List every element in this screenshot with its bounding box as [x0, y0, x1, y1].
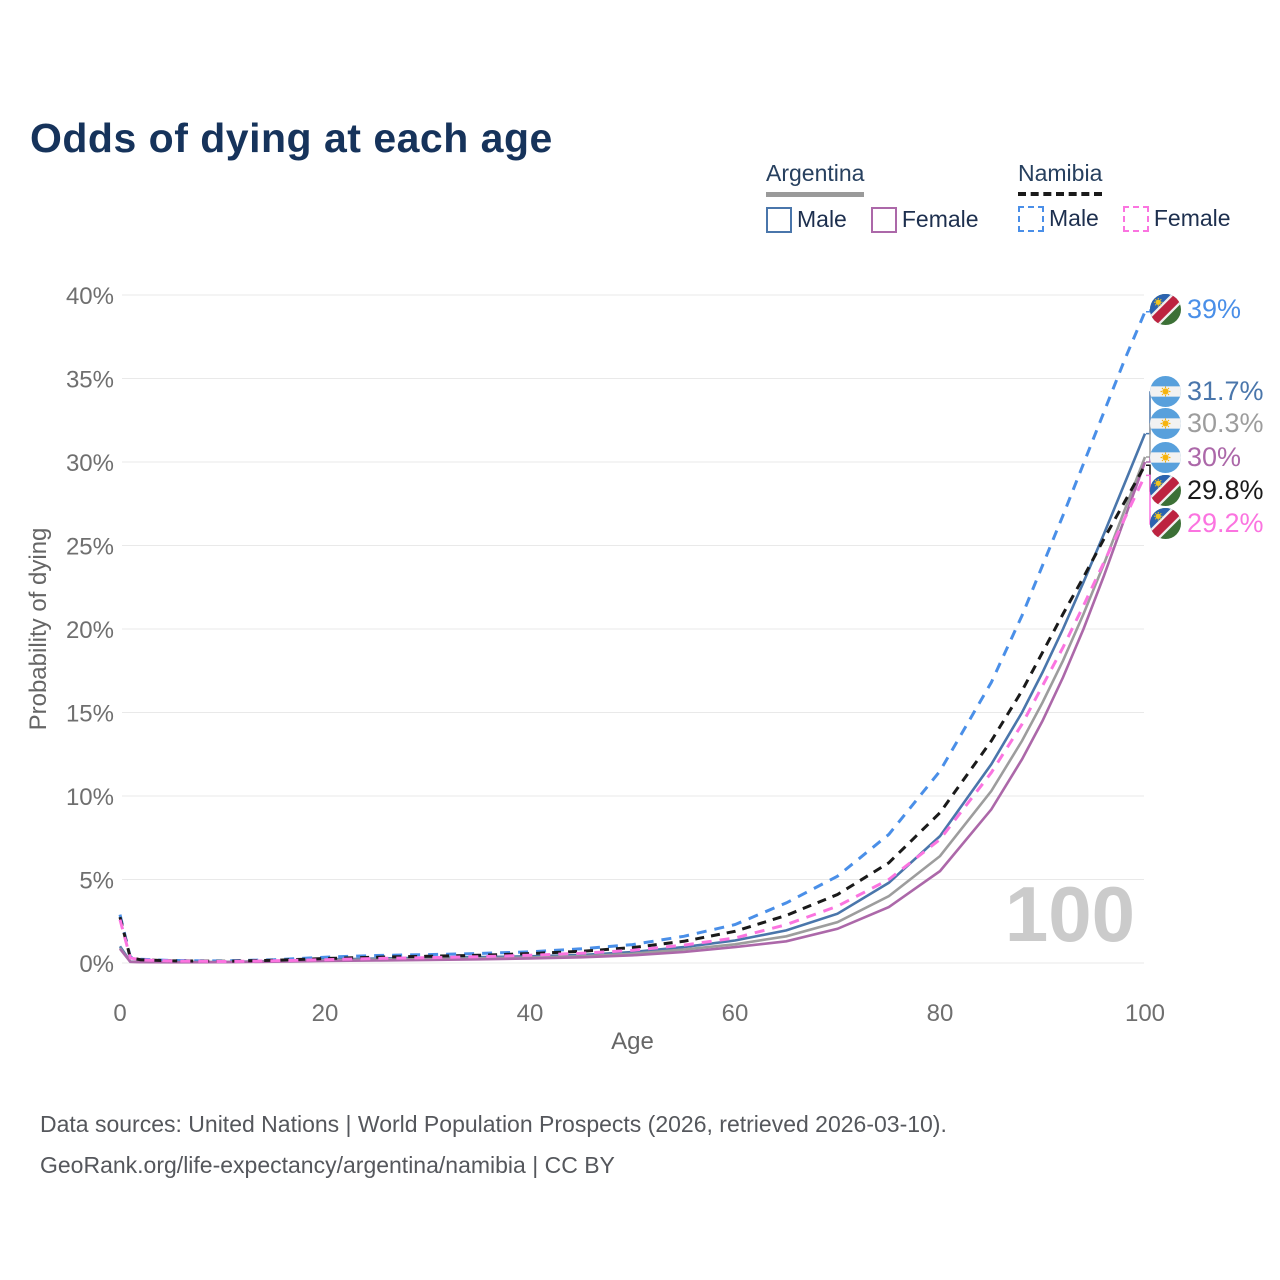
series-line-argentina-argentina [118, 456, 1147, 964]
x-tick-label: 40 [517, 1000, 544, 1027]
argentina-male-swatch-icon [766, 206, 792, 233]
page-title: Odds of dying at each age [30, 115, 553, 162]
age-watermark: 100 [1005, 870, 1135, 958]
legend-label: Male [797, 206, 847, 232]
legend-country-namibia: Namibia [1018, 160, 1103, 196]
y-tick-label: 30% [66, 450, 114, 477]
y-tick-label: 25% [66, 534, 114, 561]
y-tick-label: 10% [66, 784, 114, 811]
y-tick-label: 35% [66, 367, 114, 394]
argentina-flag-icon [1150, 442, 1181, 473]
legend-label: Male [1049, 205, 1099, 231]
end-label-namibia-male: 39% [1150, 294, 1241, 325]
y-axis-title: Probability of dying [25, 528, 52, 731]
footer-line-2: GeoRank.org/life-expectancy/argentina/na… [40, 1152, 615, 1178]
y-tick-label: 15% [66, 701, 114, 728]
legend-group-namibia: Namibia Male Female [1018, 160, 1231, 232]
namibia-flag-icon [1150, 508, 1181, 539]
x-tick-label: 80 [927, 1000, 954, 1027]
y-tick-label: 5% [79, 868, 114, 895]
footer-line-1: Data sources: United Nations | World Pop… [40, 1111, 947, 1137]
legend-item-argentina-male[interactable]: Male [766, 206, 847, 233]
end-label-argentina-male: 31.7% [1150, 376, 1264, 407]
legend-item-namibia-male[interactable]: Male [1018, 205, 1099, 232]
namibia-female-swatch-icon [1122, 205, 1149, 232]
chart-plot: 0% 5% 10% 15% 20% 25% 30% 35% 40% 0 20 40 60 80 100 Age… [25, 283, 1165, 1055]
argentina-flag-icon [1150, 408, 1181, 439]
end-label-value: 30.3% [1187, 408, 1264, 438]
x-tick-label: 100 [1125, 1000, 1165, 1027]
legend-group-argentina: Argentina Male Female [766, 160, 979, 233]
series-line-namibia-male [118, 311, 1147, 963]
end-label-value: 29.8% [1187, 475, 1264, 505]
y-tick-label: 40% [66, 283, 114, 310]
end-label-argentina-total: 30.3% [1150, 408, 1264, 439]
end-label-argentina-female: 30% [1150, 442, 1241, 473]
legend-item-argentina-female[interactable]: Female [870, 206, 979, 233]
legend-label: Female [1153, 205, 1231, 231]
y-tick-label: 0% [79, 951, 114, 978]
x-axis-title: Age [611, 1028, 654, 1055]
end-label-value: 30% [1187, 442, 1242, 472]
legend-label: Female [901, 206, 979, 232]
data-source-footer: Data sources: United Nations | World Pop… [40, 1104, 947, 1186]
y-tick-label: 20% [66, 617, 114, 644]
namibia-flag-icon [1150, 475, 1181, 506]
argentina-flag-icon [1150, 376, 1181, 407]
series-line-namibia-namibia [118, 464, 1147, 963]
x-tick-label: 60 [722, 1000, 749, 1027]
end-label-value: 29.2% [1187, 508, 1264, 538]
namibia-flag-icon [1150, 294, 1181, 325]
end-label-value: 39% [1187, 294, 1242, 324]
legend-item-namibia-female[interactable]: Female [1122, 205, 1231, 232]
end-label-value: 31.7% [1187, 376, 1264, 406]
end-label-namibia-total: 29.8% [1150, 475, 1264, 506]
namibia-male-swatch-icon [1018, 205, 1044, 232]
argentina-female-swatch-icon [870, 206, 897, 233]
x-tick-label: 20 [312, 1000, 339, 1027]
end-label-namibia-female: 29.2% [1150, 508, 1264, 539]
series-line-namibia-female [118, 474, 1147, 964]
x-tick-label: 0 [113, 1000, 126, 1027]
series-line-argentina-male [118, 433, 1147, 964]
legend-country-argentina: Argentina [766, 160, 865, 197]
